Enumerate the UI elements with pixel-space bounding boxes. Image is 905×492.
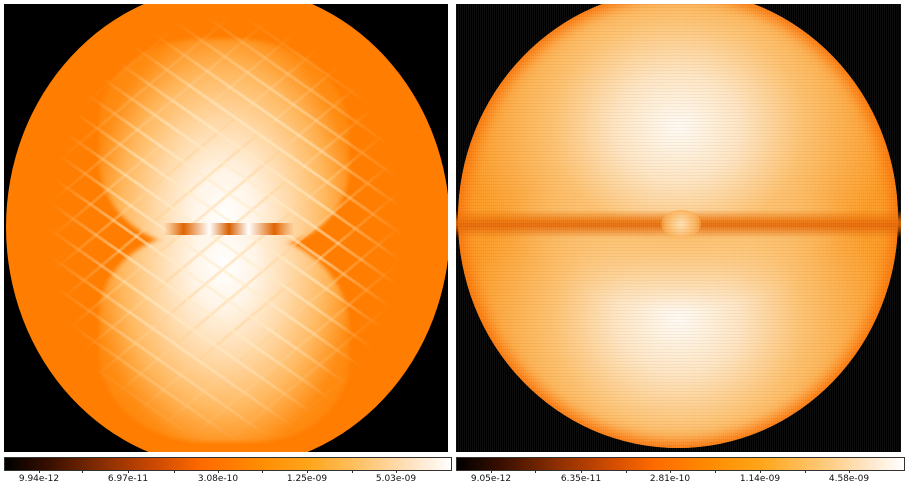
left-midplane	[164, 223, 294, 235]
colorbar-tick	[535, 470, 536, 473]
colorbar-tick	[218, 470, 219, 473]
colorbar-tick	[670, 470, 671, 473]
left-colorbar-labels: 9.94e-12 6.97e-11 3.08e-10 1.25e-09 5.03…	[4, 474, 450, 488]
colorbar-tick	[805, 470, 806, 473]
colorbar-tick-label: 6.97e-11	[107, 474, 149, 484]
colorbar-tick	[715, 470, 716, 473]
colorbar-tick-label: 9.94e-12	[18, 474, 60, 484]
colorbar-tick-label: 4.58e-09	[828, 474, 870, 484]
left-image-panel	[4, 4, 448, 452]
colorbar-tick-label: 5.03e-09	[375, 474, 417, 484]
colorbar-tick-label: 6.35e-11	[560, 474, 602, 484]
right-colorbar-ticks	[456, 470, 903, 474]
left-colorbar	[4, 457, 452, 471]
colorbar-tick	[626, 470, 627, 473]
colorbar-tick	[352, 470, 353, 473]
colorbar-tick-label: 1.25e-09	[286, 474, 328, 484]
colorbar-tick	[849, 470, 850, 473]
right-colorbar-labels: 9.05e-12 6.35e-11 2.81e-10 1.14e-09 4.58…	[456, 474, 903, 488]
colorbar-tick-label: 3.08e-10	[197, 474, 239, 484]
colorbar-tick-label: 9.05e-12	[470, 474, 512, 484]
right-image-panel	[456, 4, 901, 452]
colorbar-tick	[174, 470, 175, 473]
colorbar-tick	[396, 470, 397, 473]
colorbar-tick	[307, 470, 308, 473]
colorbar-tick-label: 2.81e-10	[649, 474, 691, 484]
colorbar-tick	[82, 470, 83, 473]
colorbar-tick	[581, 470, 582, 473]
colorbar-tick-label: 1.14e-09	[739, 474, 781, 484]
colorbar-tick	[491, 470, 492, 473]
colorbar-tick	[39, 470, 40, 473]
left-colorbar-ticks	[4, 470, 450, 474]
colorbar-tick	[262, 470, 263, 473]
colorbar-tick	[128, 470, 129, 473]
right-colorbar	[456, 457, 905, 471]
right-core	[661, 210, 701, 238]
colorbar-tick	[760, 470, 761, 473]
